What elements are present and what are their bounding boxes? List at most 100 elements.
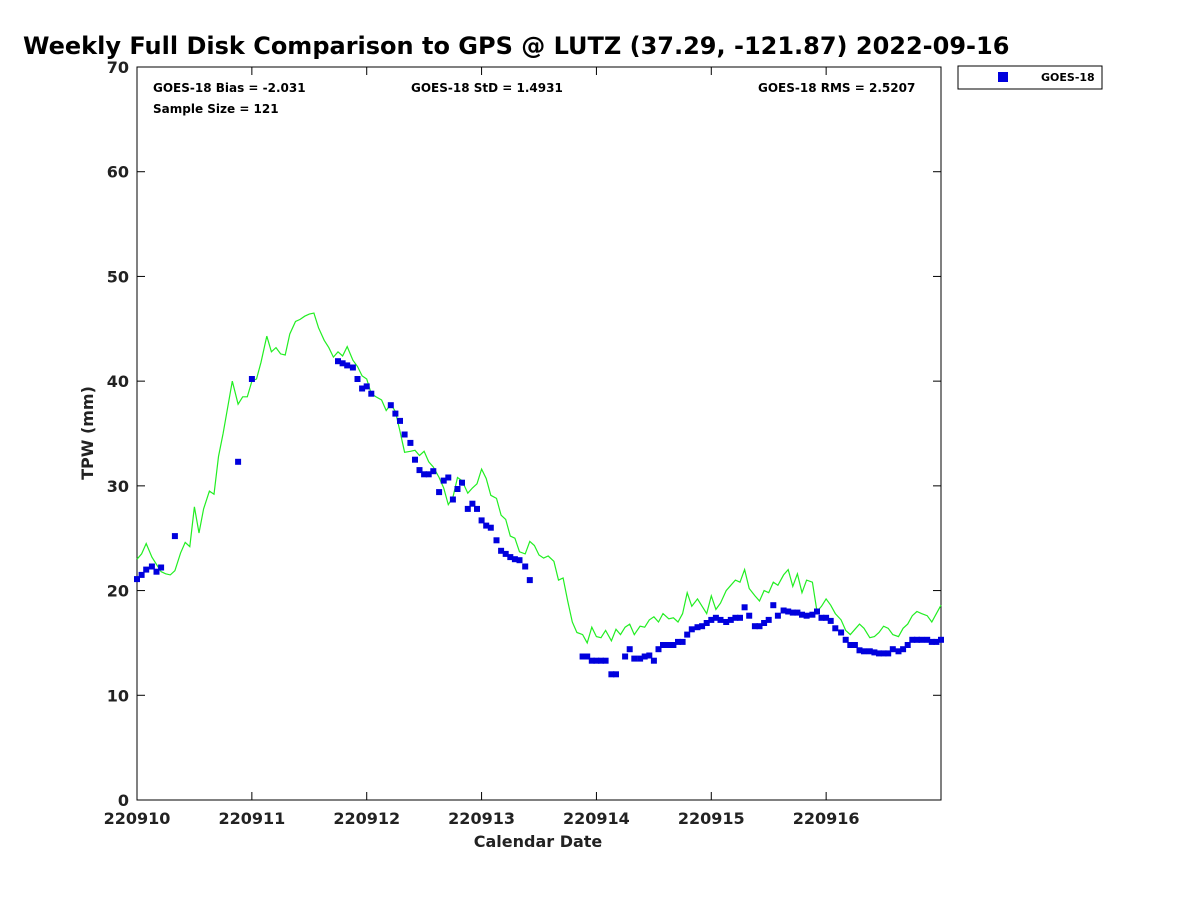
goes-data-point <box>339 360 346 367</box>
sample-size-stat: Sample Size = 121 <box>153 102 279 116</box>
goes-data-point <box>924 636 931 643</box>
goes-data-point <box>756 623 763 630</box>
goes-data-point <box>928 638 935 645</box>
goes-data-point <box>646 652 653 659</box>
goes-data-point <box>143 566 150 573</box>
goes-data-point <box>814 608 820 615</box>
goes-data-point <box>712 614 719 621</box>
goes-data-point <box>741 604 748 611</box>
goes-data-point <box>138 571 145 578</box>
goes-data-point <box>655 646 662 653</box>
goes-data-point <box>440 477 447 484</box>
legend-marker-goes <box>998 72 1008 82</box>
goes-data-point <box>469 500 476 507</box>
goes-data-point <box>746 612 753 619</box>
gps-line-layer <box>136 312 942 645</box>
goes-data-point <box>387 402 394 409</box>
goes-data-point <box>871 649 878 656</box>
goes-data-point <box>613 671 619 678</box>
goes-data-point <box>449 496 456 503</box>
goes-data-point <box>827 617 834 624</box>
y-tick-label: 20 <box>107 582 129 601</box>
goes-data-point <box>631 655 638 662</box>
goes-data-point <box>708 616 715 623</box>
goes-data-point <box>401 431 408 438</box>
goes-data-point <box>478 517 485 524</box>
goes-data-point <box>809 611 816 618</box>
goes-data-point <box>425 471 432 478</box>
plot-area <box>136 66 942 801</box>
rms-stat: GOES-18 RMS = 2.5207 <box>758 81 915 95</box>
goes-data-point <box>526 577 533 584</box>
goes-data-point <box>675 638 681 645</box>
y-tick-label: 50 <box>107 267 129 286</box>
goes-data-point <box>876 650 882 657</box>
goes-data-point <box>785 608 792 615</box>
goes-data-point <box>522 563 529 570</box>
y-axis: 0 10 20 30 40 50 60 70 <box>107 58 941 810</box>
goes-data-point <box>866 648 873 655</box>
x-tick-label: 220914 <box>563 809 630 828</box>
chart-title: Weekly Full Disk Comparison to GPS @ LUT… <box>23 32 1009 60</box>
goes-data-point <box>885 650 892 657</box>
goes-data-point <box>598 657 604 664</box>
goes-data-point <box>770 602 777 609</box>
goes-data-point <box>593 657 600 664</box>
goes-data-point <box>761 620 768 626</box>
goes-data-point <box>774 612 781 619</box>
goes-data-point <box>602 657 609 664</box>
x-tick-label: 220910 <box>104 809 171 828</box>
x-axis-label: Calendar Date <box>474 832 603 851</box>
goes-data-point <box>737 614 743 621</box>
goes-data-point <box>838 629 845 636</box>
goes-data-point <box>851 642 858 648</box>
goes-data-point <box>895 648 902 655</box>
goes-data-point <box>856 647 863 654</box>
goes-data-point <box>579 653 586 660</box>
goes-data-point <box>799 611 805 618</box>
legend: GOES-18 <box>957 65 1103 90</box>
x-tick-label: 220911 <box>218 809 285 828</box>
goes-data-point <box>502 550 509 557</box>
goes-data-point <box>248 376 255 382</box>
y-tick-label: 70 <box>107 58 129 77</box>
goes-data-point <box>780 607 787 614</box>
goes-data-point <box>368 390 375 397</box>
goes-data-point <box>880 650 887 657</box>
goes-data-point <box>789 609 796 616</box>
goes-data-point <box>588 657 595 664</box>
goes-data-point <box>153 568 160 575</box>
goes-data-point <box>235 458 242 465</box>
goes-data-point <box>900 646 907 653</box>
y-axis-label: TPW (mm) <box>78 386 97 480</box>
goes-data-point <box>847 642 854 648</box>
legend-label-goes: GOES-18 <box>1041 71 1095 84</box>
goes-data-point <box>483 522 490 529</box>
x-tick-label: 220912 <box>333 809 400 828</box>
y-tick-label: 30 <box>107 477 129 496</box>
goes-data-point <box>474 505 480 512</box>
goes-data-point <box>938 636 944 643</box>
goes-data-point <box>904 642 911 648</box>
goes-data-point <box>727 616 734 623</box>
goes-data-point <box>421 471 428 478</box>
y-tick-label: 10 <box>107 686 129 705</box>
goes-data-point <box>354 376 361 382</box>
goes-data-point <box>464 505 471 512</box>
goes-data-point <box>626 646 633 653</box>
goes-data-point <box>803 612 810 619</box>
goes-data-point <box>823 614 830 621</box>
goes-data-point <box>359 385 366 392</box>
goes-data-point <box>493 537 500 544</box>
goes-data-point <box>818 614 825 621</box>
goes-data-point <box>511 556 518 563</box>
goes-data-point <box>918 636 925 643</box>
goes-data-point <box>765 616 772 623</box>
goes-data-point <box>650 657 657 664</box>
goes-data-point <box>158 564 165 571</box>
goes-data-point <box>459 479 465 486</box>
goes-data-point <box>842 636 849 643</box>
x-tick-label: 220913 <box>448 809 515 828</box>
y-tick-label: 0 <box>118 791 129 810</box>
